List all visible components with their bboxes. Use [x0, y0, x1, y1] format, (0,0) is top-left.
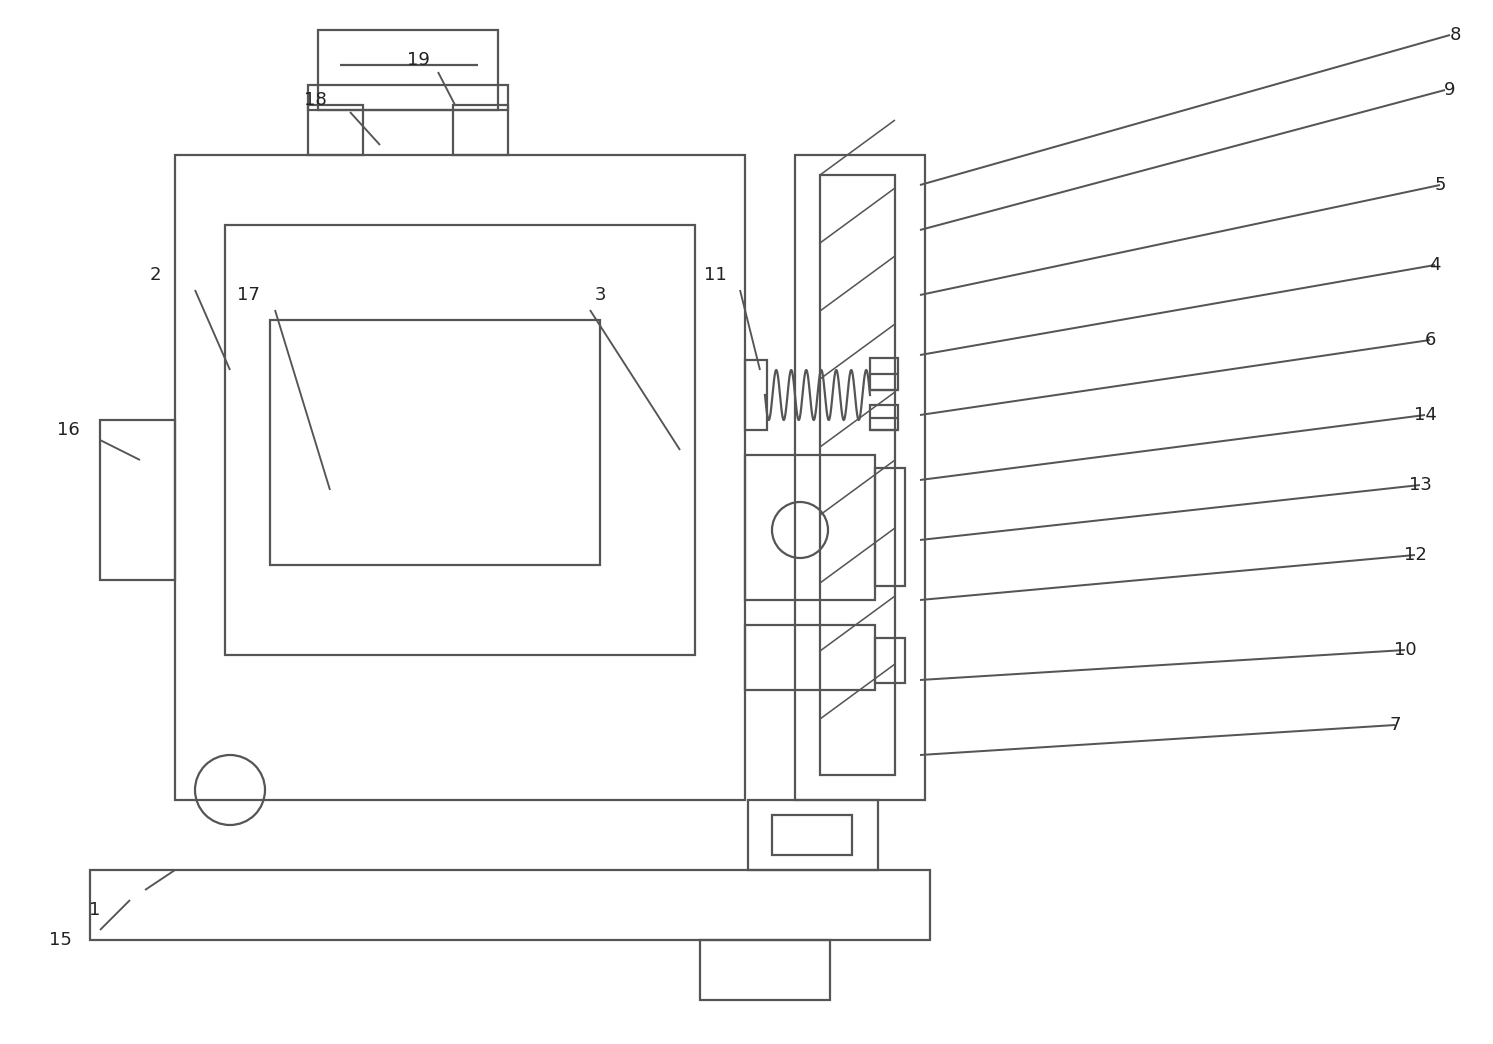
Text: 3: 3 — [594, 286, 606, 304]
Text: 11: 11 — [703, 266, 727, 284]
Text: 1: 1 — [90, 901, 100, 919]
Bar — [175, 155, 745, 800]
Bar — [90, 870, 930, 940]
Bar — [875, 638, 905, 683]
Bar — [452, 105, 508, 155]
Text: 5: 5 — [1435, 176, 1445, 194]
Text: 19: 19 — [406, 51, 430, 69]
Bar — [794, 155, 926, 800]
Bar — [745, 455, 875, 600]
Bar — [225, 226, 696, 655]
Bar — [875, 468, 905, 586]
Text: 17: 17 — [236, 286, 260, 304]
Text: 9: 9 — [1444, 81, 1456, 99]
Text: 7: 7 — [1390, 716, 1400, 734]
Text: 14: 14 — [1414, 406, 1436, 424]
Bar — [748, 800, 878, 870]
Bar — [870, 358, 897, 390]
Bar — [700, 940, 830, 1000]
Bar — [745, 625, 875, 690]
Bar — [308, 85, 508, 110]
Bar — [870, 405, 897, 430]
Bar — [100, 420, 175, 580]
Text: 12: 12 — [1403, 546, 1426, 564]
Text: 2: 2 — [149, 266, 161, 284]
Bar — [772, 815, 853, 855]
Text: 15: 15 — [49, 931, 72, 949]
Text: 10: 10 — [1393, 641, 1417, 659]
Text: 13: 13 — [1408, 476, 1432, 494]
Text: 8: 8 — [1450, 26, 1460, 44]
Bar — [820, 175, 894, 775]
Bar — [308, 105, 363, 155]
Text: 4: 4 — [1429, 256, 1441, 274]
Bar — [270, 321, 600, 565]
Bar — [745, 360, 767, 430]
Bar — [318, 30, 499, 110]
Text: 16: 16 — [57, 421, 79, 438]
Text: 18: 18 — [303, 91, 327, 109]
Text: 6: 6 — [1424, 331, 1436, 349]
